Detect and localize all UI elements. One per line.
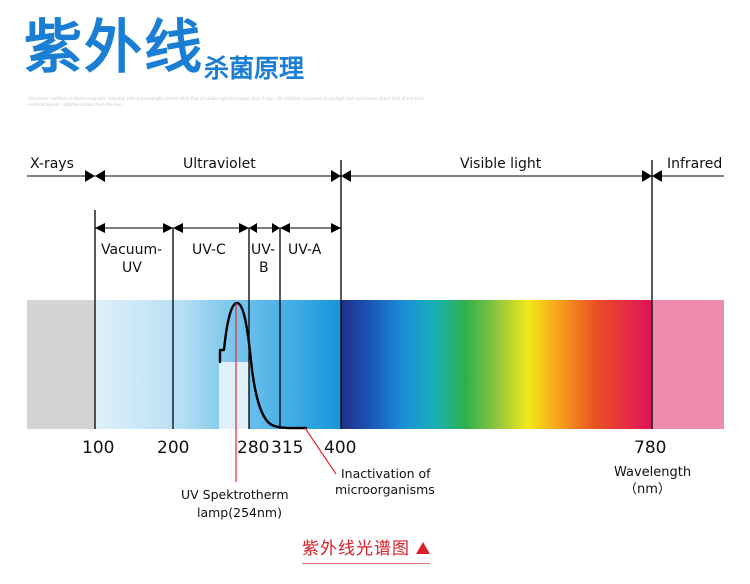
tick-200: 200 [157, 438, 189, 458]
inactivation-leader [304, 427, 337, 475]
label-vacuum-uv-2: UV [122, 260, 142, 276]
label-uvb-2: B [259, 260, 269, 276]
label-uva: UV-A [288, 242, 322, 258]
wavelength-label-2: （nm） [624, 482, 671, 497]
tick-100: 100 [82, 438, 114, 458]
label-ultraviolet: Ultraviolet [183, 156, 256, 172]
tick-280: 280 [237, 438, 269, 458]
diagram-caption: 紫外线光谱图 [302, 534, 430, 564]
uv-subband-arrows [95, 223, 341, 233]
germicidal-curve [218, 301, 308, 430]
inactivation-label-2: microorganisms [335, 482, 435, 497]
page-title: 紫外线 [24, 13, 205, 81]
lamp-region [219, 362, 249, 429]
infrared-band [652, 300, 724, 429]
xray-band [27, 300, 95, 429]
label-uvb-1: UV- [251, 242, 275, 258]
visible-band [341, 300, 652, 429]
caption-text: 紫外线光谱图 [302, 539, 410, 559]
tick-315: 315 [271, 438, 303, 458]
label-vacuum-uv-1: Vacuum- [101, 242, 162, 258]
label-xrays: X-rays [30, 156, 74, 172]
label-infrared: Infrared [667, 156, 722, 172]
uv-band [95, 300, 341, 429]
label-uvc: UV-C [192, 242, 226, 258]
lamp-label-1: UV Spektrotherm [181, 487, 289, 502]
tick-400: 400 [324, 438, 356, 458]
inactivation-label-1: Inactivation of [341, 466, 431, 481]
fine-print: Ultraviolet radiation is electromagnetic… [28, 96, 424, 107]
top-band-arrows [85, 170, 662, 182]
tick-780: 780 [634, 438, 666, 458]
triangle-up-icon [416, 542, 430, 554]
label-visible: Visible light [460, 156, 542, 172]
page-subtitle: 杀菌原理 [204, 54, 305, 83]
wavelength-label-1: Wavelength [614, 465, 691, 480]
lamp-label-2: lamp(254nm) [197, 505, 282, 520]
